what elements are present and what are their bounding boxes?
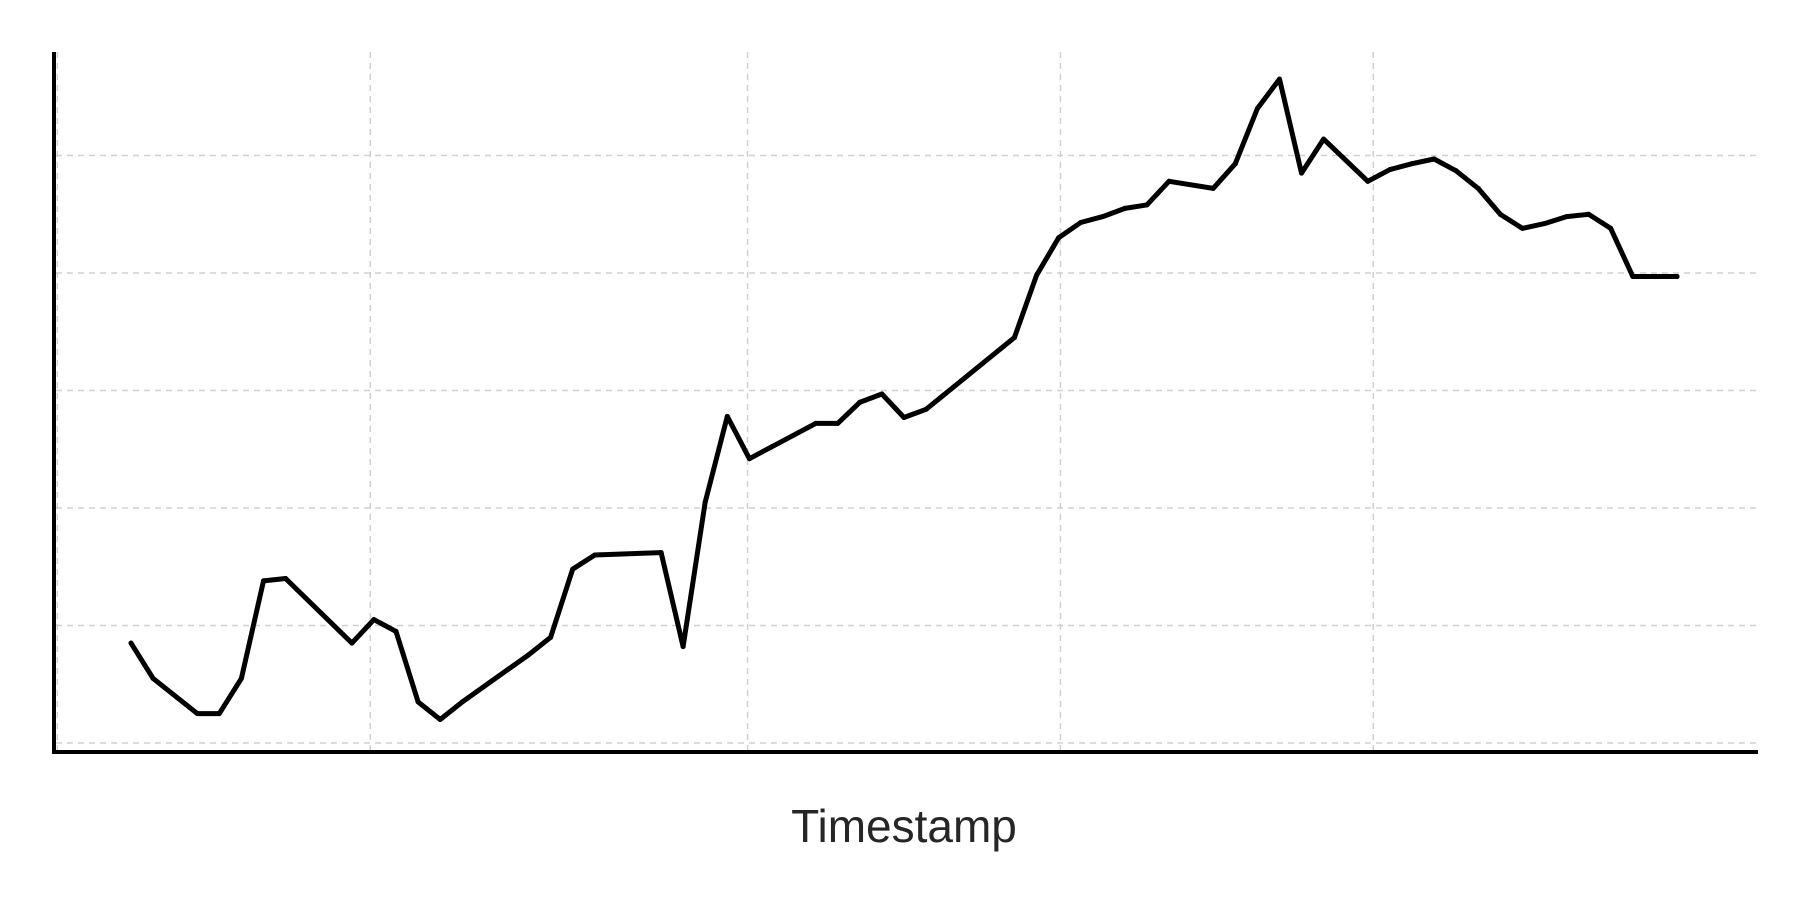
data-point [1453, 168, 1459, 174]
data-point [835, 420, 841, 426]
data-point [570, 566, 576, 572]
data-point [1652, 274, 1658, 279]
data-point [1674, 274, 1680, 279]
data-point [238, 675, 244, 681]
data-point [1254, 106, 1260, 111]
data-point [1232, 161, 1238, 167]
series [128, 76, 1680, 722]
data-point [1166, 178, 1172, 184]
data-point [1210, 185, 1216, 191]
data-point [548, 634, 554, 640]
data-point [1542, 221, 1547, 227]
data-point [415, 699, 421, 705]
data-point [1100, 214, 1106, 220]
data-point [901, 415, 907, 420]
data-point [592, 552, 598, 558]
data-point [1122, 205, 1128, 211]
data-point [1078, 220, 1084, 225]
data-point [1630, 274, 1636, 279]
data-point [128, 640, 134, 646]
data-point [437, 717, 443, 722]
data-point [1586, 211, 1592, 217]
data-point [216, 711, 222, 717]
data-point [1519, 225, 1525, 231]
data-point [724, 413, 730, 419]
data-point [459, 699, 465, 705]
data-point [371, 617, 377, 623]
grid [56, 52, 1756, 750]
data-point [1475, 185, 1481, 191]
data-point [879, 391, 885, 397]
data-point [349, 640, 355, 646]
data-point [1564, 214, 1570, 220]
data-point [813, 420, 819, 426]
data-point [1365, 178, 1371, 184]
data-point [283, 576, 289, 581]
data-point [1608, 225, 1614, 231]
data-point [658, 550, 664, 556]
data-point [1321, 136, 1327, 142]
data-point [702, 499, 708, 505]
data-point [526, 652, 531, 658]
data-point [769, 444, 774, 450]
data-point [1144, 202, 1150, 208]
data-point [1387, 167, 1393, 173]
data-point [1056, 235, 1062, 241]
x-axis-title: Timestamp [791, 800, 1017, 852]
data-point [1431, 156, 1437, 162]
data-point [1011, 335, 1017, 341]
data-point [393, 628, 399, 634]
series-line [128, 76, 1680, 722]
data-point [746, 456, 752, 462]
axes [52, 52, 1758, 754]
data-point [261, 578, 266, 584]
data-point [1409, 161, 1415, 167]
data-point [1277, 76, 1282, 82]
data-point [150, 675, 156, 681]
data-point [1497, 211, 1503, 217]
data-point [857, 399, 863, 405]
data-point [1034, 272, 1039, 278]
data-point [923, 406, 929, 412]
data-point [680, 644, 686, 650]
data-point [194, 711, 200, 717]
data-point [1299, 170, 1304, 176]
